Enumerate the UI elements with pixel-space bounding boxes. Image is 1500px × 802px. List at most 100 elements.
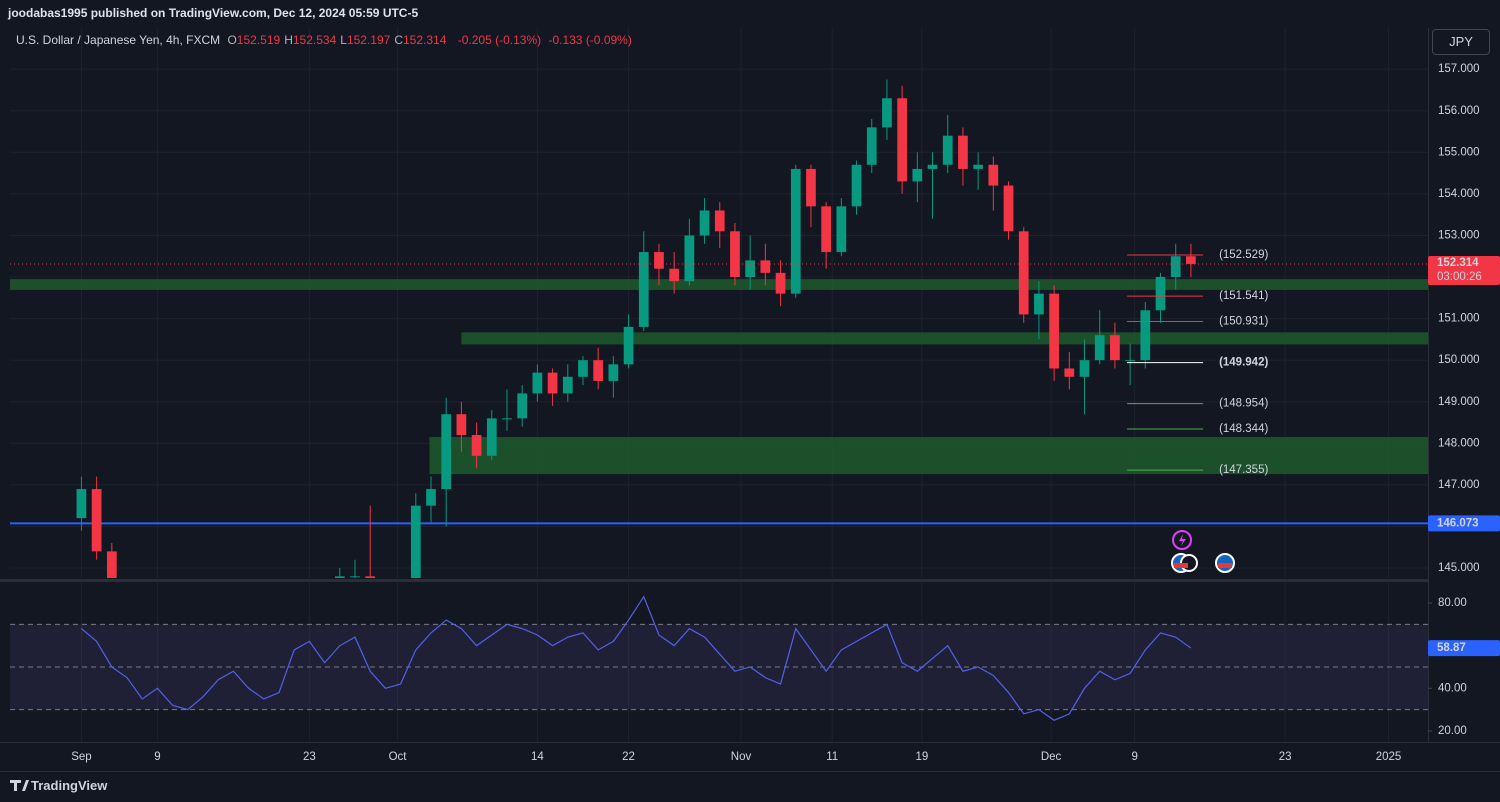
y-tick-label: 151.000 <box>1438 313 1480 325</box>
candle-body <box>790 168 801 294</box>
ohlc-value: 152.519 <box>236 33 281 47</box>
candle-body <box>486 418 497 456</box>
flag-stripe <box>1174 563 1188 568</box>
candle-body <box>654 252 664 269</box>
candle-body <box>365 576 376 578</box>
y-tick-label: 40.00 <box>1438 682 1467 694</box>
candle-body <box>669 268 680 282</box>
candle-body <box>942 135 953 165</box>
candle-body <box>547 372 558 394</box>
ohlc-value: 152.534 <box>292 33 337 47</box>
candle-body <box>578 360 588 377</box>
ohlc: O152.519 H152.534 L152.197 C152.314 <box>227 33 450 47</box>
candle-body <box>623 326 634 365</box>
x-tick-label: 11 <box>826 751 838 763</box>
rsi-label: 58.87 <box>1437 642 1466 654</box>
candle-body <box>1110 335 1120 361</box>
candle-body <box>730 231 740 278</box>
hline-label: 146.073 <box>1437 517 1479 529</box>
candle-body <box>593 360 604 381</box>
x-tick-label: 23 <box>303 751 316 763</box>
y-tick-label: 80.00 <box>1438 597 1467 609</box>
y-tick-label: 157.000 <box>1438 63 1480 75</box>
y-tick-label: 20.00 <box>1438 725 1467 737</box>
level-label: (149.942) <box>1219 357 1268 369</box>
currency-button[interactable]: JPY <box>1432 29 1490 55</box>
x-tick-label: 23 <box>1279 751 1292 763</box>
candle-body <box>106 551 117 578</box>
candle-body <box>1003 185 1014 232</box>
top-bar <box>0 0 1500 27</box>
level-label: (150.931) <box>1219 315 1268 327</box>
candle-body <box>441 414 452 490</box>
candle-body <box>699 210 710 236</box>
level-label: (148.954) <box>1219 398 1268 410</box>
x-tick-label: 14 <box>531 751 544 763</box>
x-tick-label: 2025 <box>1376 751 1402 763</box>
event-icons <box>1171 530 1235 573</box>
candle-body <box>806 168 816 207</box>
candle-body <box>502 418 512 420</box>
y-tick-label: 149.000 <box>1438 396 1480 408</box>
y-tick-label: 155.000 <box>1438 146 1480 158</box>
ohlc-value: 152.197 <box>346 33 391 47</box>
candle-body <box>638 252 649 327</box>
candle-body <box>821 206 832 253</box>
candle-body <box>1155 277 1166 311</box>
candle-body <box>684 235 695 282</box>
y-tick-label: 148.000 <box>1438 437 1480 449</box>
rsi-band <box>10 624 1428 710</box>
price-label: 152.314 <box>1437 257 1479 269</box>
legend: U.S. Dollar / Japanese Yen, 4h, FXCM O15… <box>16 33 636 47</box>
y-tick-label: 147.000 <box>1438 479 1480 491</box>
axes: Sep 9 23 Oct 14 22 Nov 11 19 Dec 9 23 2025 145.000 146… <box>71 63 1500 763</box>
candle-body <box>958 135 968 169</box>
publisher: joodabas1995 published on TradingView.co… <box>8 6 419 20</box>
x-tick-label: Nov <box>731 751 752 763</box>
level-label: (148.344) <box>1219 423 1268 435</box>
candle-body <box>1034 293 1044 315</box>
x-tick-label: Oct <box>389 751 408 763</box>
x-tick-label: 9 <box>1131 751 1137 763</box>
candle-body <box>229 738 239 750</box>
candle-body <box>760 260 771 273</box>
candle-body <box>988 164 999 186</box>
brand: TradingView <box>31 778 108 793</box>
candle-body <box>91 489 102 552</box>
candle-body <box>608 364 619 381</box>
x-tick-label: 9 <box>154 751 160 763</box>
candle-body <box>973 164 983 169</box>
candle-body <box>410 505 421 578</box>
level-label: (147.355) <box>1219 464 1268 476</box>
candle-body <box>1186 256 1196 264</box>
x-tick-label: 19 <box>915 751 928 763</box>
candle-body <box>334 576 345 578</box>
candle-body <box>1170 256 1181 278</box>
candle-body <box>1125 360 1135 362</box>
y-tick-label: 145.000 <box>1438 562 1480 574</box>
candle-body <box>1140 310 1151 361</box>
candle-body <box>897 98 908 182</box>
x-tick-label: 22 <box>622 751 635 763</box>
candle-body <box>471 434 482 456</box>
level-label: (151.541) <box>1219 290 1268 302</box>
candle-body <box>714 210 725 232</box>
event-glyph <box>1179 534 1186 546</box>
zone <box>429 437 1428 475</box>
rsi-line <box>81 595 1192 721</box>
candle-body <box>532 372 543 394</box>
candle-body <box>1094 335 1105 361</box>
x-tick-label: Dec <box>1041 751 1062 763</box>
candle-body <box>562 376 573 394</box>
y-tick-label: 156.000 <box>1438 105 1480 117</box>
ohlc-key: C <box>394 33 403 47</box>
candle-body <box>456 414 467 435</box>
candle-body <box>882 98 892 128</box>
price-pane: (152.529) (151.541) (150.931) (149.942) (148… <box>10 28 1428 750</box>
change: -0.205 (-0.13%) <box>457 33 542 47</box>
ohlc-value: 152.314 <box>403 33 447 47</box>
change-2: -0.133 (-0.09%) <box>548 33 632 47</box>
flag-stripe <box>1218 563 1232 568</box>
